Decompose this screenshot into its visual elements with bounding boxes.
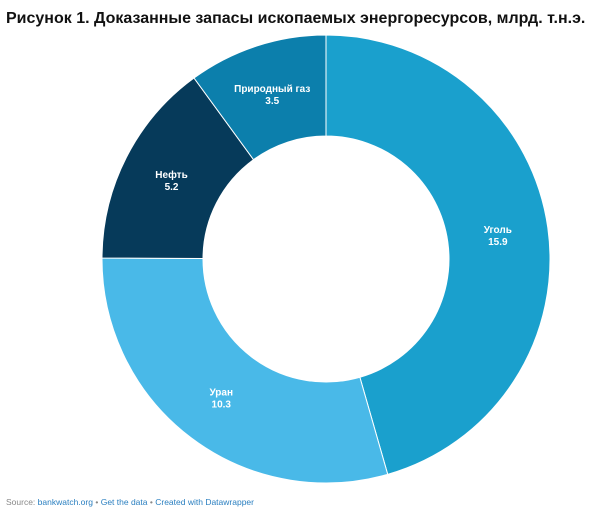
slice-value-1: 10.3 <box>212 399 232 410</box>
get-data-link[interactable]: Get the data <box>100 497 148 507</box>
slice-value-3: 3.5 <box>265 96 279 107</box>
slice-value-0: 15.9 <box>488 237 508 248</box>
slice-label-1: Уран <box>209 387 233 398</box>
footer-separator-2: • <box>149 497 153 507</box>
slice-label-2: Нефть <box>155 169 187 181</box>
source-prefix: Source: <box>6 497 36 507</box>
chart-title: Рисунок 1. Доказанные запасы ископаемых … <box>6 10 586 27</box>
slice-3[interactable] <box>193 34 327 161</box>
footer: Source: bankwatch.org • Get the data • C… <box>6 497 254 507</box>
slice-label-0: Уголь <box>484 225 512 236</box>
slice-1[interactable] <box>101 257 389 484</box>
donut-slices <box>101 34 551 484</box>
slice-0[interactable] <box>325 34 551 475</box>
slice-label-3: Природный газ <box>234 84 310 95</box>
footer-separator-1: • <box>95 497 99 507</box>
slice-value-2: 5.2 <box>165 182 179 193</box>
datawrapper-link[interactable]: Created with Datawrapper <box>155 497 254 507</box>
source-link[interactable]: bankwatch.org <box>37 497 93 507</box>
